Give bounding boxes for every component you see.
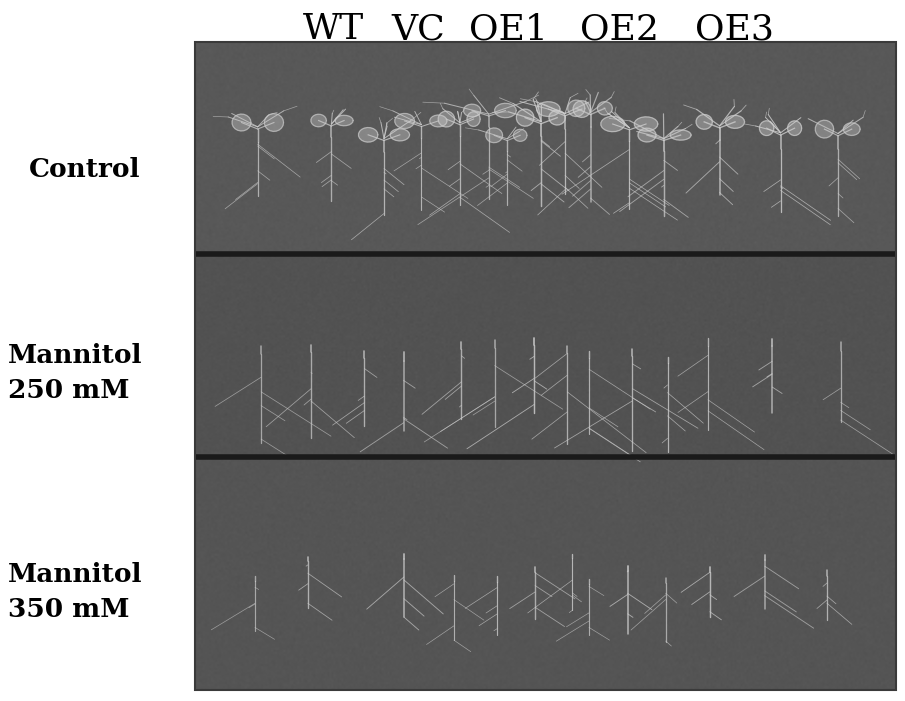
Polygon shape [438, 111, 454, 127]
Polygon shape [638, 128, 656, 142]
Polygon shape [759, 121, 774, 135]
Polygon shape [549, 110, 566, 125]
Polygon shape [486, 128, 502, 143]
Polygon shape [567, 100, 585, 116]
Text: VC: VC [391, 13, 445, 46]
Polygon shape [537, 102, 560, 116]
Text: Control: Control [28, 157, 140, 182]
Polygon shape [390, 129, 410, 141]
Polygon shape [671, 130, 691, 140]
Polygon shape [726, 116, 745, 128]
Polygon shape [573, 101, 591, 118]
Polygon shape [815, 120, 834, 138]
Bar [195, 42, 896, 690]
Polygon shape [335, 115, 353, 125]
Text: OE3: OE3 [695, 13, 775, 46]
Polygon shape [787, 121, 802, 135]
Bar [195, 42, 896, 254]
Polygon shape [463, 104, 481, 117]
Bar [195, 42, 896, 690]
Bar [195, 254, 896, 457]
Polygon shape [634, 117, 658, 131]
Polygon shape [696, 114, 712, 129]
Polygon shape [264, 114, 283, 131]
Polygon shape [843, 123, 860, 135]
Polygon shape [311, 114, 327, 127]
Polygon shape [601, 116, 624, 132]
Text: OE2: OE2 [580, 13, 660, 46]
Polygon shape [395, 114, 414, 128]
Polygon shape [597, 102, 613, 115]
Polygon shape [517, 109, 534, 126]
Polygon shape [358, 128, 378, 142]
Polygon shape [513, 129, 527, 142]
Polygon shape [430, 115, 447, 127]
Bar [195, 457, 896, 690]
Polygon shape [495, 103, 517, 118]
Text: WT: WT [302, 13, 364, 46]
Text: OE1: OE1 [469, 13, 548, 46]
Text: Mannitol
250 mM: Mannitol 250 mM [8, 343, 142, 403]
Polygon shape [467, 111, 481, 126]
Text: Mannitol
350 mM: Mannitol 350 mM [8, 562, 142, 622]
Polygon shape [232, 114, 251, 131]
